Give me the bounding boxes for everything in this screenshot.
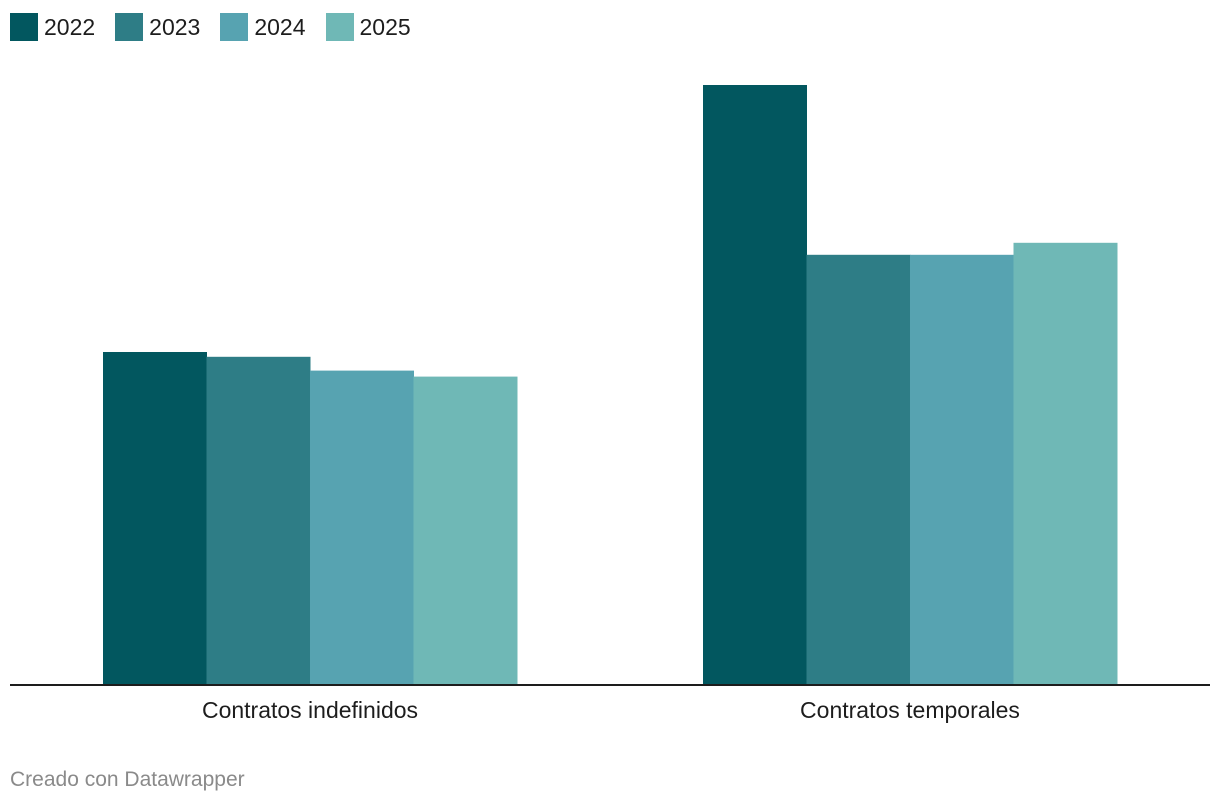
bar-2025-temporales (1013, 242, 1118, 686)
bar-2024-temporales (910, 254, 1014, 686)
legend-label: 2022 (44, 14, 96, 40)
footer-credit: Creado con Datawrapper (10, 768, 245, 791)
x-tick-label: Contratos indefinidos (202, 697, 418, 723)
bar-2025-indefinidos (413, 376, 518, 685)
legend-item-2023: 2023 (115, 13, 200, 41)
legend-swatch (220, 13, 249, 41)
bar-2022-temporales (703, 85, 807, 685)
legend-label: 2023 (149, 14, 201, 40)
x-tick-label: Contratos temporales (800, 697, 1020, 723)
bar-2023-indefinidos (206, 356, 311, 685)
legend-label: 2025 (359, 14, 411, 40)
legend-swatch (115, 13, 144, 41)
legend-item-2022: 2022 (10, 13, 95, 41)
legend-swatch (325, 13, 354, 41)
legend: 2022 2023 2024 2025 (10, 12, 431, 42)
bar-2022-indefinidos (103, 352, 207, 685)
legend-item-2025: 2025 (325, 13, 411, 41)
bar-2024-indefinidos (310, 370, 414, 685)
legend-item-2024: 2024 (220, 13, 306, 41)
legend-swatch (10, 13, 38, 41)
legend-label: 2024 (254, 14, 306, 40)
bar-2023-temporales (806, 254, 911, 686)
